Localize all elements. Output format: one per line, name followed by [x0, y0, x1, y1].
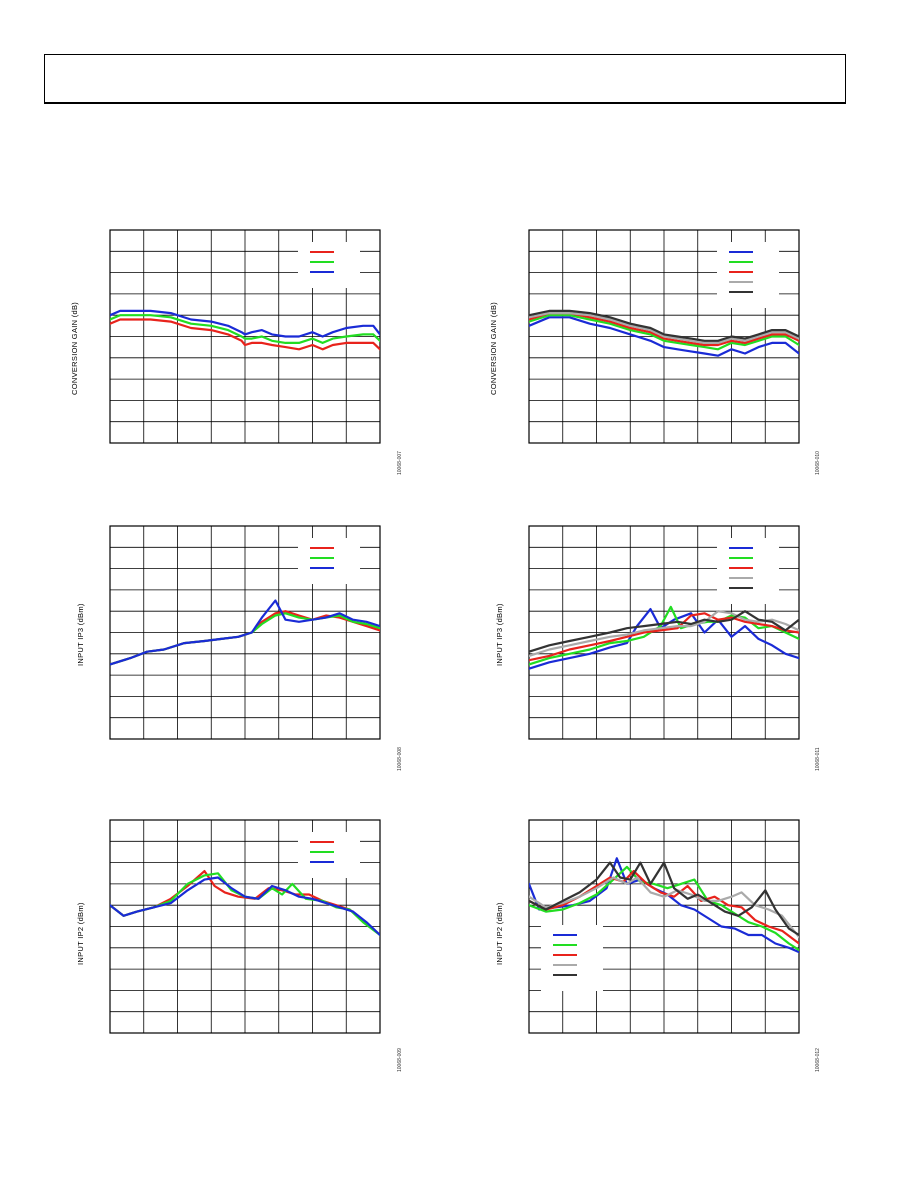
chart-panel-conversion-gain-left: CONVERSION GAIN (dB) 10068-007 [60, 220, 420, 490]
chart-plot [109, 525, 381, 740]
plot-frame [109, 229, 381, 444]
chart-plot [109, 819, 381, 1034]
figure-id: 10068-009 [397, 1048, 403, 1072]
chart-panel-conversion-gain-right: CONVERSION GAIN (dB) 10068-010 [479, 220, 839, 490]
legend-background [298, 832, 360, 878]
series-line-3 [529, 311, 799, 347]
legend-background [298, 538, 360, 584]
plot-frame [528, 819, 800, 1034]
legend [541, 925, 603, 991]
page-header-box [44, 54, 846, 104]
legend [298, 242, 360, 288]
plot-frame [109, 525, 381, 740]
series-line-3 [110, 309, 380, 338]
chart-panel-input-ip2-left: INPUT IP2 (dBm) 10068-009 [60, 810, 420, 1080]
chart-plot [528, 819, 800, 1034]
series-line-2 [529, 314, 799, 351]
series-line-5 [529, 861, 799, 937]
legend [717, 538, 779, 604]
figure-id: 10068-010 [815, 451, 821, 475]
chart-plot [528, 525, 800, 740]
series-line-3 [110, 876, 380, 937]
series-line-1 [110, 318, 380, 351]
plot-frame [109, 819, 381, 1034]
series-line-5 [529, 309, 799, 342]
legend-background [298, 242, 360, 288]
series-line-3 [110, 599, 380, 666]
series-line-4 [529, 610, 799, 657]
figure-id: 10068-007 [397, 451, 403, 475]
chart-panel-input-ip2-right: INPUT IP2 (dBm) 10068-012 [479, 810, 839, 1080]
legend [717, 242, 779, 308]
legend [298, 538, 360, 584]
chart-plot [109, 229, 381, 444]
figure-id: 10068-011 [815, 747, 821, 771]
chart-plot [528, 229, 800, 444]
series-line-5 [529, 610, 799, 653]
series-line-2 [529, 605, 799, 666]
series-line-4 [529, 311, 799, 345]
chart-panel-input-ip3-right: INPUT IP3 (dBm) 10068-011 [479, 516, 839, 786]
series-line-1 [529, 607, 799, 670]
series-line-2 [110, 314, 380, 345]
legend [298, 832, 360, 878]
chart-panel-input-ip3-left: INPUT IP3 (dBm) 10068-008 [60, 516, 420, 786]
grid [109, 229, 381, 444]
series-line-1 [529, 316, 799, 357]
series-line-4 [529, 876, 799, 939]
figure-id: 10068-012 [815, 1048, 821, 1072]
figure-id: 10068-008 [397, 747, 403, 771]
